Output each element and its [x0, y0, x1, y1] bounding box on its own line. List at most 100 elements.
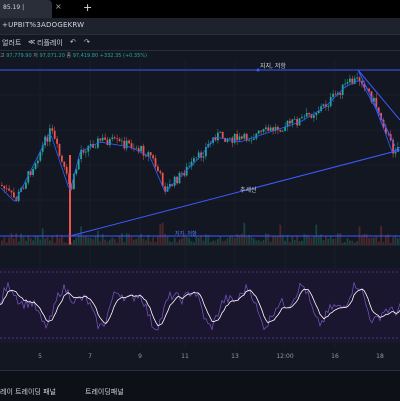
time-axis[interactable] [0, 347, 400, 368]
bottom-panel-bar: 레이 트레이딩 패널 트레이딩패널 [0, 370, 400, 401]
volume-bar [185, 236, 188, 245]
candle-body [130, 143, 133, 149]
low-prefix: 저 [33, 53, 38, 59]
redo-icon[interactable]: ↷ [84, 38, 90, 46]
trend-line[interactable] [69, 149, 400, 237]
trading-panel-tab[interactable]: 트레이딩패널 [85, 388, 124, 396]
volume-bar [39, 239, 42, 245]
candle-body [32, 168, 34, 175]
candle-body [135, 148, 138, 149]
volume-bar [193, 242, 195, 245]
candle-body [123, 140, 126, 149]
candle-body [377, 107, 380, 114]
candle-body [229, 137, 231, 139]
candle-body [77, 159, 80, 170]
volume-bar [29, 238, 32, 245]
chart-tab[interactable]: 85.19 | [0, 0, 52, 18]
candle-body [113, 137, 116, 139]
symbol-search[interactable]: +UPBIT%3ADOGEKRW [2, 21, 85, 29]
candle-body [272, 127, 274, 131]
tab-title: 85.19 | [3, 4, 25, 11]
candle-body [262, 129, 265, 132]
candle-body [221, 131, 224, 138]
volume-bar [10, 233, 13, 245]
replay-button[interactable]: 리플레이 [37, 39, 63, 47]
candle-body [353, 78, 356, 84]
candle-body [265, 127, 267, 130]
candle-body [25, 182, 27, 189]
volume-bar [375, 236, 378, 245]
volume-bar [257, 240, 260, 245]
candle-body [22, 188, 25, 189]
trend-label: 추세선 [240, 186, 257, 194]
volume-bar [238, 235, 241, 245]
candle-body [387, 133, 390, 135]
alert-button[interactable]: 얼러트 [2, 39, 22, 47]
candle-body [327, 106, 330, 108]
volume-bar [65, 242, 68, 245]
candle-body [296, 119, 298, 126]
candle-body [233, 133, 236, 143]
candle-body [291, 119, 294, 124]
candle-body [281, 130, 284, 132]
volume-bar [118, 235, 121, 245]
volume-bar [70, 242, 73, 245]
volume-bar [207, 235, 210, 245]
volume-bar [243, 222, 246, 245]
candle-body [63, 161, 66, 167]
replay-trading-panel-tab[interactable]: 레이 트레이딩 패널 [0, 388, 56, 396]
volume-bar [284, 240, 286, 245]
candle-body [183, 173, 186, 176]
channel-line-upper[interactable] [357, 69, 400, 121]
candle-body [245, 133, 248, 141]
volume-bar [346, 238, 349, 245]
volume-bar [27, 236, 30, 245]
time-tick-label: 16 [331, 353, 339, 360]
candle-body [125, 140, 128, 149]
candle-body [173, 176, 176, 186]
close-icon[interactable]: × [55, 2, 62, 11]
add-tab-icon[interactable]: + [83, 1, 93, 14]
volume-bar [176, 242, 178, 245]
candle-body [238, 136, 241, 141]
volume-bar [197, 237, 200, 245]
candle-body [344, 83, 346, 85]
volume-bar [322, 240, 325, 245]
candle-body [195, 157, 198, 159]
volume-bar [44, 238, 46, 245]
volume-bar [308, 236, 310, 245]
candle-body [154, 158, 157, 167]
chart-canvas[interactable]: 지지, 저항 추세선 지지, 저항 5 7 9 11 13 12:00 16 18 [0, 60, 400, 368]
volume-bar [301, 240, 303, 245]
chart-toolbar: 얼러트 ≪ 리플레이 ↶ ↷ [0, 35, 400, 51]
volume-bar [373, 237, 375, 245]
oscillator-line-1 [0, 282, 400, 331]
volume-bar [397, 238, 399, 245]
volume-bar [274, 235, 277, 245]
time-tick-label: 11 [181, 353, 189, 360]
resistance-label: 지지, 저항 [260, 62, 286, 70]
volume-bar [82, 235, 85, 245]
candle-body [351, 78, 354, 84]
time-tick-label: 18 [376, 353, 384, 360]
candle-body [349, 78, 351, 83]
low-value: 97,071.20 [39, 53, 65, 59]
volume-bar [75, 237, 78, 245]
candle-body [152, 155, 154, 159]
candle-body [121, 140, 123, 142]
candle-body [82, 149, 85, 153]
candle-body [73, 173, 75, 189]
candle-body [53, 130, 56, 139]
candle-body [286, 120, 289, 127]
candle-body [241, 136, 243, 139]
undo-icon[interactable]: ↶ [70, 38, 76, 46]
volume-bar [291, 236, 294, 245]
resistance-handle[interactable] [256, 68, 260, 72]
candle-body [255, 133, 258, 139]
open-prefix: 고 [0, 53, 5, 59]
candle-body [361, 80, 363, 84]
channel-line-lower[interactable] [357, 69, 396, 147]
volume-bar [279, 224, 282, 245]
volume-bar [262, 239, 265, 245]
volume-bar [363, 233, 366, 245]
